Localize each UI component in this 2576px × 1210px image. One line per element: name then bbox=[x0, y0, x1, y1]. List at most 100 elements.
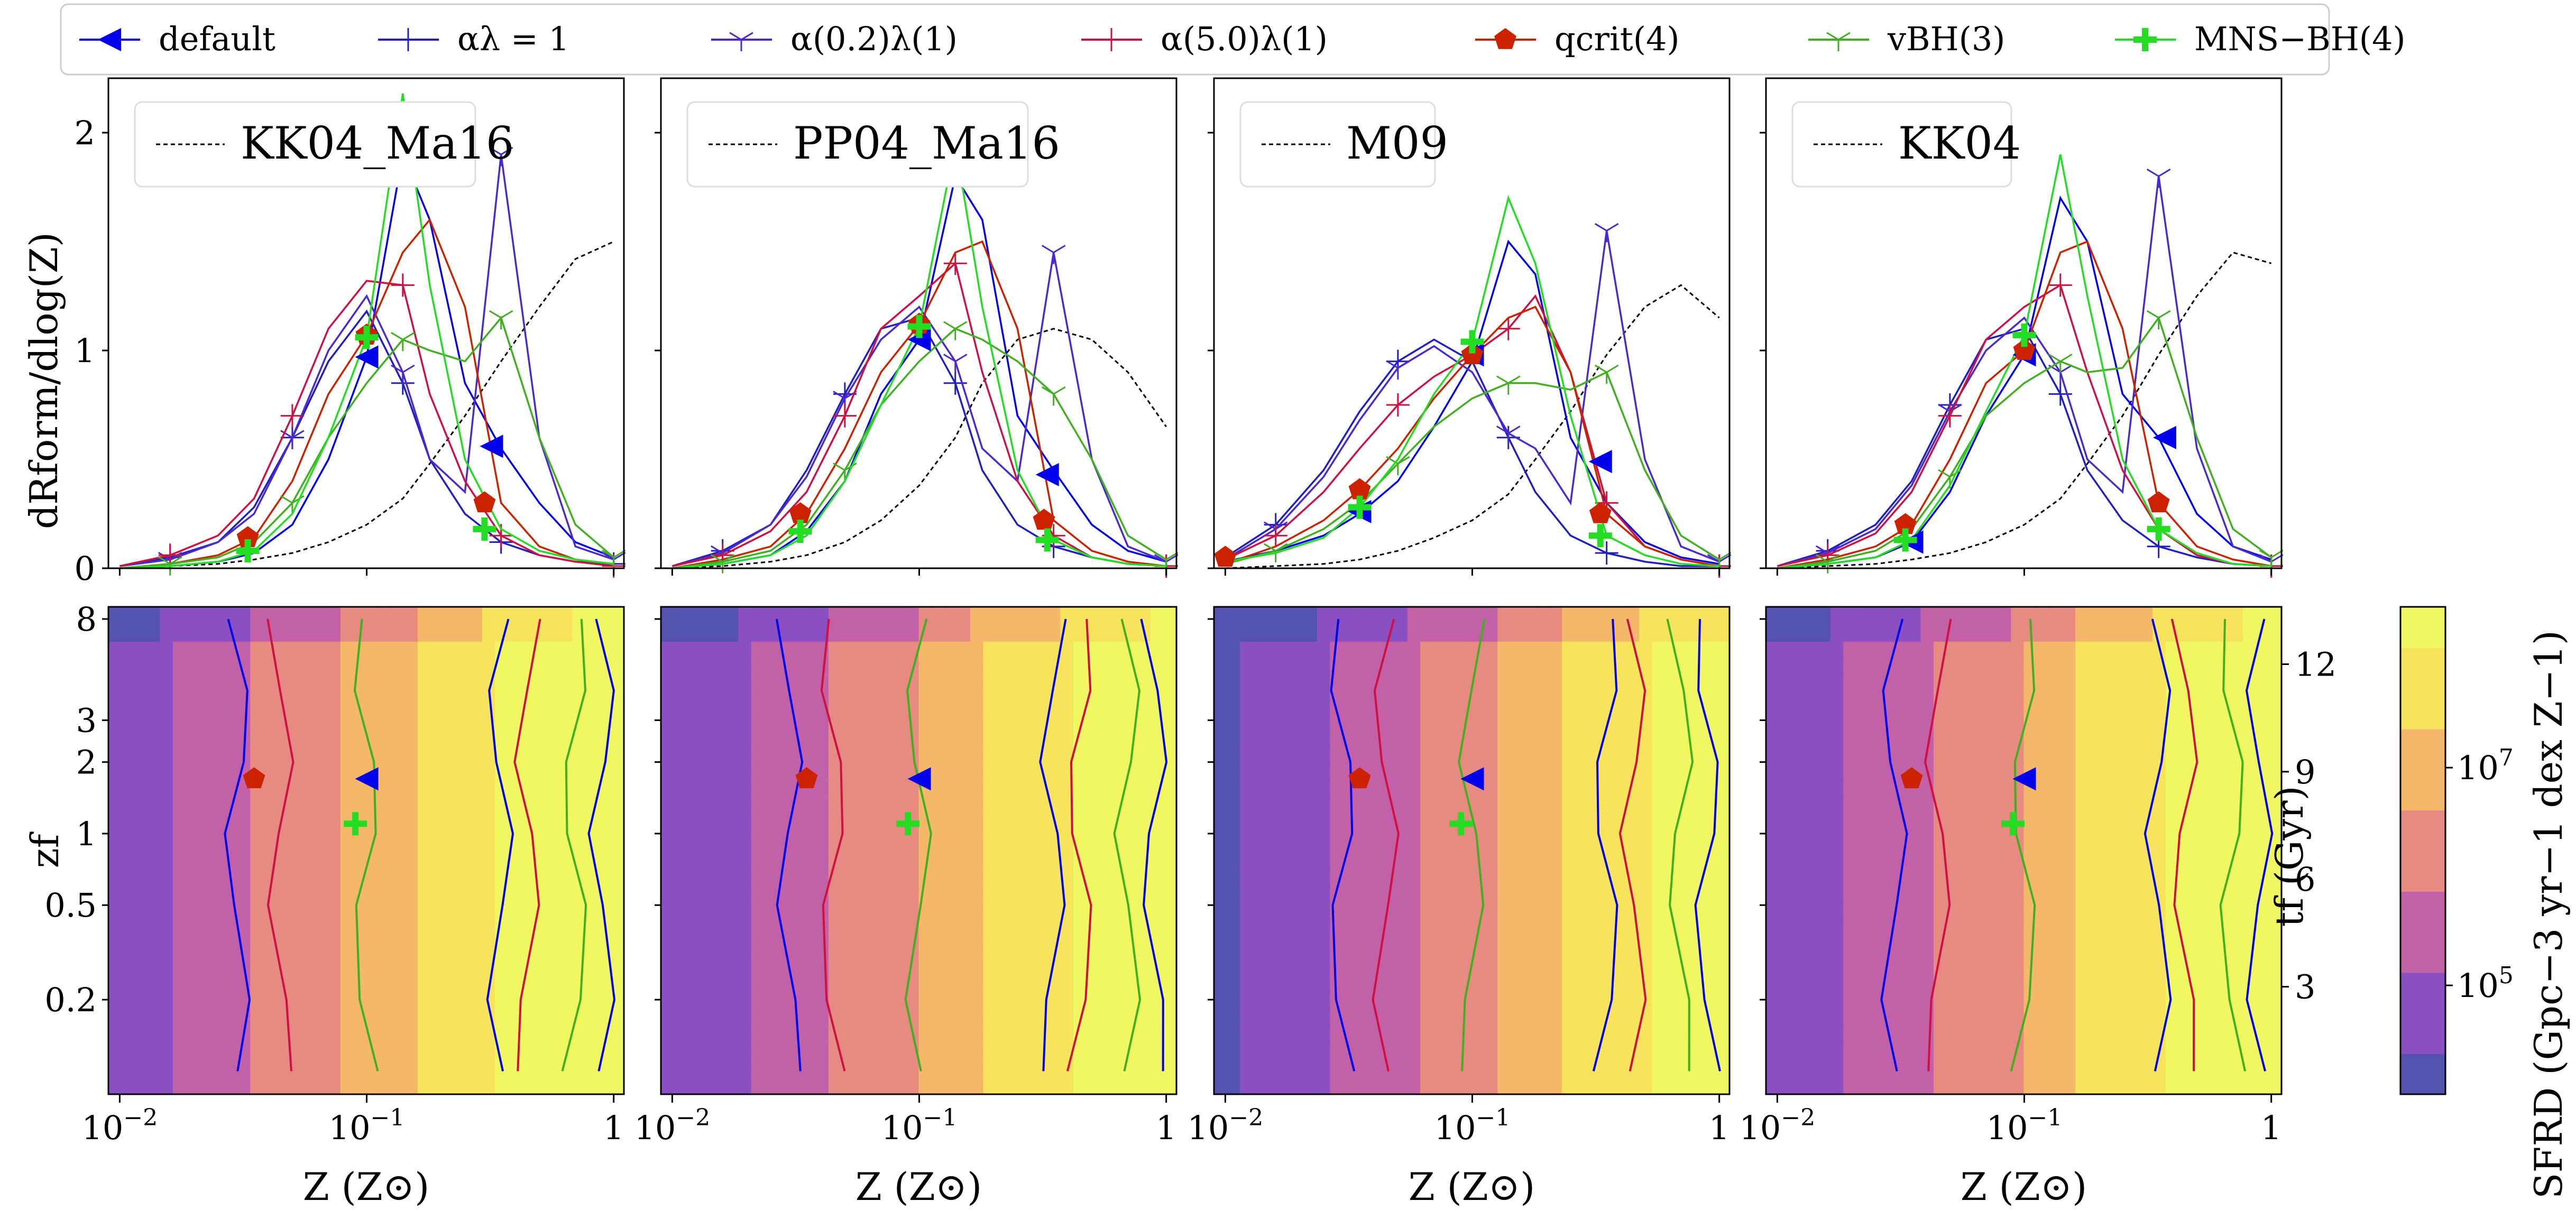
heatmap-cell bbox=[1856, 728, 1870, 747]
heatmap-cell bbox=[1086, 676, 1100, 695]
heatmap-cell bbox=[1497, 833, 1511, 851]
heatmap-cell bbox=[1972, 676, 1986, 695]
heatmap-cell bbox=[1073, 972, 1087, 991]
heatmap-cell bbox=[686, 641, 700, 660]
heatmap-cell bbox=[1497, 972, 1511, 991]
heatmap-cell bbox=[1510, 711, 1524, 729]
heatmap-cell bbox=[1253, 694, 1266, 712]
heatmap-cell bbox=[2165, 1042, 2179, 1060]
heatmap-cell bbox=[160, 694, 173, 712]
heatmap-cell bbox=[1805, 816, 1818, 834]
heatmap-cell bbox=[443, 851, 457, 869]
heatmap-cell bbox=[521, 902, 535, 921]
heatmap-cell bbox=[1562, 867, 1576, 886]
panel-label-KK04_Ma16: KK04_Ma16 bbox=[241, 117, 514, 169]
heatmap-cell bbox=[867, 885, 881, 903]
heatmap-cell bbox=[147, 937, 161, 956]
heatmap-cell bbox=[1034, 955, 1048, 973]
heatmap-cell bbox=[611, 1042, 624, 1060]
heatmap-cell bbox=[147, 885, 161, 903]
heatmap-cell bbox=[1022, 833, 1035, 851]
point-alpha_0p2-shape bbox=[1386, 360, 1410, 380]
point-m_ns_bh-shape bbox=[1035, 528, 1059, 552]
heatmap-cell bbox=[469, 798, 483, 816]
heatmap-cell bbox=[1805, 833, 1818, 851]
heatmap-cell bbox=[1959, 955, 1973, 973]
heatmap-cell bbox=[1420, 1077, 1434, 1095]
heatmap-cell bbox=[172, 816, 187, 834]
heatmap-cell bbox=[1407, 955, 1421, 973]
heatmap-cell bbox=[996, 624, 1009, 642]
heatmap-cell bbox=[443, 937, 457, 956]
heatmap-cell bbox=[1613, 1007, 1627, 1026]
heatmap-cell bbox=[1317, 798, 1331, 816]
heatmap-cell bbox=[738, 816, 752, 834]
heatmap-cell bbox=[880, 746, 894, 764]
heatmap-cell bbox=[263, 867, 277, 886]
heatmap-cell bbox=[751, 798, 765, 816]
heatmap-cell bbox=[1817, 902, 1831, 921]
heatmap-cell bbox=[1227, 746, 1240, 764]
point-v_bh bbox=[1594, 364, 1619, 384]
heatmap-cell bbox=[1613, 1059, 1627, 1077]
heatmap-cell bbox=[1356, 851, 1369, 869]
heatmap-cell bbox=[918, 659, 932, 677]
heatmap-cell bbox=[275, 1059, 290, 1077]
heatmap-cell bbox=[134, 1059, 148, 1077]
heatmap-cell bbox=[250, 1042, 264, 1060]
heatmap-cell bbox=[1099, 624, 1112, 642]
heatmap-cell bbox=[1381, 937, 1395, 956]
heatmap-cell bbox=[482, 641, 496, 660]
heatmap-cell bbox=[108, 781, 122, 799]
heatmap-cell bbox=[392, 920, 406, 938]
point-alpha_0p2-shape bbox=[2146, 168, 2171, 188]
heatmap-cell bbox=[1163, 711, 1177, 729]
heatmap-cell bbox=[1151, 833, 1164, 851]
heatmap-cell bbox=[250, 728, 264, 747]
line-q_crit bbox=[1225, 306, 1719, 567]
heatmap-cell bbox=[1239, 694, 1253, 712]
heatmap-cell bbox=[1791, 851, 1805, 869]
heatmap-cell bbox=[661, 851, 675, 869]
heatmap-cell bbox=[1407, 990, 1421, 1008]
heatmap-cell bbox=[2101, 659, 2114, 677]
heatmap-cell bbox=[970, 798, 984, 816]
legend-marker-q_crit bbox=[1494, 28, 1516, 49]
heatmap-cell bbox=[1227, 781, 1240, 799]
heatmap-cell bbox=[1779, 1024, 1792, 1042]
heatmap-cell bbox=[186, 659, 199, 677]
heatmap-cell bbox=[327, 972, 341, 991]
heatmap-cell bbox=[700, 711, 713, 729]
heatmap-cell bbox=[893, 676, 906, 695]
heatmap-cell bbox=[1882, 798, 1896, 816]
heatmap-cell bbox=[1253, 676, 1266, 695]
heatmap-cell bbox=[867, 833, 881, 851]
heatmap-cell bbox=[841, 920, 855, 938]
heatmap-cell bbox=[1523, 920, 1537, 938]
heatmap-cell bbox=[1536, 1077, 1550, 1095]
heatmap-cell bbox=[1484, 816, 1498, 834]
heatmap-cell bbox=[1060, 728, 1074, 747]
heatmap-cell bbox=[906, 711, 919, 729]
heatmap-cell bbox=[160, 990, 173, 1008]
heatmap-cell bbox=[957, 798, 971, 816]
heatmap-cell bbox=[1985, 937, 1999, 956]
heatmap-cell bbox=[1549, 641, 1562, 660]
heatmap-cell bbox=[1330, 763, 1344, 782]
heatmap-cell bbox=[404, 763, 418, 782]
heatmap-cell bbox=[1716, 728, 1730, 747]
point-q_crit-shape bbox=[1033, 509, 1055, 530]
heatmap-cell bbox=[1060, 1024, 1074, 1042]
heatmap-cell bbox=[2178, 711, 2192, 729]
heatmap-cell bbox=[1920, 798, 1934, 816]
heatmap-cell bbox=[2256, 816, 2269, 834]
heatmap-cell bbox=[661, 972, 675, 991]
heatmap-cell bbox=[2256, 833, 2269, 851]
heatmap-cell bbox=[108, 885, 122, 903]
heatmap-cell bbox=[2139, 902, 2154, 921]
heatmap-cell bbox=[1998, 920, 2011, 938]
heatmap-cell bbox=[186, 763, 199, 782]
heatmap-cell bbox=[315, 1059, 328, 1077]
heatmap-cell bbox=[2139, 1024, 2154, 1042]
heatmap-cell bbox=[1562, 816, 1576, 834]
